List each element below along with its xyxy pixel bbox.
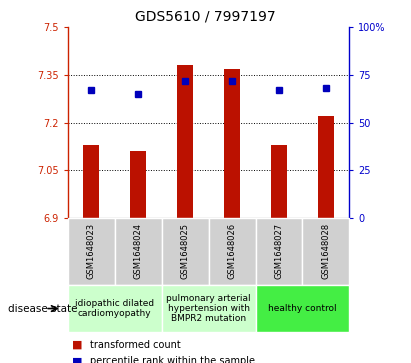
- Bar: [115, 218, 162, 285]
- Text: GSM1648023: GSM1648023: [87, 223, 96, 280]
- Bar: [83, 145, 99, 218]
- Text: GSM1648026: GSM1648026: [228, 223, 237, 280]
- Bar: [162, 218, 209, 285]
- Bar: [68, 285, 162, 332]
- Bar: [68, 218, 115, 285]
- Text: GSM1648024: GSM1648024: [134, 223, 143, 280]
- Text: GSM1648027: GSM1648027: [275, 223, 284, 280]
- Bar: [271, 145, 287, 218]
- Text: ■: ■: [72, 356, 83, 363]
- Bar: [256, 285, 349, 332]
- Text: disease state: disease state: [8, 303, 78, 314]
- Bar: [318, 116, 334, 218]
- Bar: [130, 151, 146, 218]
- Text: GDS5610 / 7997197: GDS5610 / 7997197: [135, 9, 276, 23]
- Bar: [209, 218, 256, 285]
- Bar: [177, 65, 193, 218]
- Bar: [256, 218, 302, 285]
- Bar: [162, 285, 256, 332]
- Text: GSM1648025: GSM1648025: [180, 223, 189, 280]
- Text: healthy control: healthy control: [268, 304, 337, 313]
- Bar: [302, 218, 349, 285]
- Text: ■: ■: [72, 340, 83, 350]
- Bar: [224, 69, 240, 218]
- Text: percentile rank within the sample: percentile rank within the sample: [90, 356, 255, 363]
- Text: transformed count: transformed count: [90, 340, 181, 350]
- Text: idiopathic dilated
cardiomyopathy: idiopathic dilated cardiomyopathy: [75, 299, 154, 318]
- Text: pulmonary arterial
hypertension with
BMPR2 mutation: pulmonary arterial hypertension with BMP…: [166, 294, 251, 323]
- Text: GSM1648028: GSM1648028: [321, 223, 330, 280]
